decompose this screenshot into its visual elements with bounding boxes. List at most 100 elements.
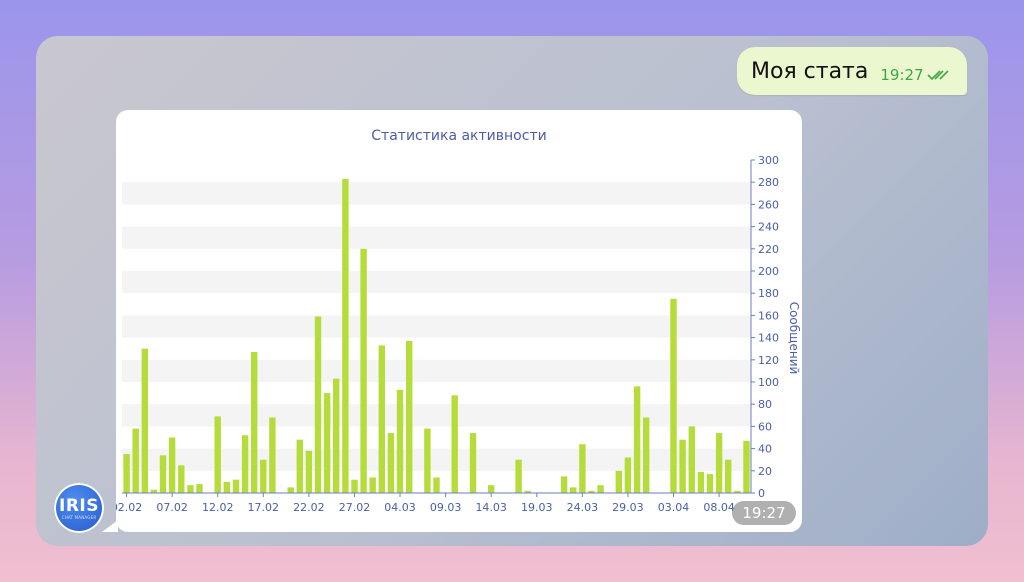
- avatar-logo-text: IRIS: [59, 495, 99, 516]
- message-text: Моя стата: [751, 58, 869, 84]
- bar: [469, 433, 477, 493]
- y-tick-label: 160: [758, 309, 779, 322]
- y-tick-label: 220: [758, 243, 779, 256]
- x-tick-label: 12.02: [202, 501, 234, 514]
- bar: [360, 248, 367, 493]
- bar: [305, 450, 313, 493]
- grid-band: [122, 315, 751, 338]
- chat-window: Моя стата 19:27 0 20 40 60 80 100 120 140 160 180…: [36, 36, 988, 546]
- bar: [387, 433, 395, 493]
- bar: [141, 348, 148, 493]
- y-tick-label: 200: [758, 265, 779, 278]
- bar: [524, 490, 531, 493]
- bar: [406, 340, 413, 493]
- bar: [159, 455, 167, 493]
- bar: [123, 454, 130, 493]
- bar: [396, 389, 404, 493]
- bar: [597, 485, 604, 493]
- bar: [351, 479, 358, 493]
- bar: [232, 479, 240, 493]
- bar: [579, 444, 586, 493]
- bar: [688, 426, 695, 493]
- x-tick-label: 08.04: [703, 501, 735, 514]
- avatar-sub-text: CHAT MANAGER: [61, 514, 97, 520]
- bar: [715, 433, 723, 493]
- bar: [560, 476, 568, 493]
- bar: [670, 298, 677, 494]
- activity-chart: 0 20 40 60 80 100 120 140 160 180 200 220 240 260 280 3…: [116, 128, 801, 514]
- y-tick-label: 240: [758, 221, 779, 234]
- bar: [178, 465, 185, 494]
- grid-band: [122, 404, 751, 427]
- bar: [168, 437, 176, 493]
- bar: [251, 352, 258, 493]
- chart-image-message[interactable]: 0 20 40 60 80 100 120 140 160 180 200 220 240 260 280 3…: [116, 110, 802, 532]
- bar: [378, 345, 385, 493]
- bar: [515, 459, 522, 493]
- bar: [706, 474, 714, 493]
- bar: [615, 470, 622, 493]
- bar: [424, 428, 431, 493]
- bot-avatar[interactable]: IRIS CHAT MANAGER: [54, 483, 104, 533]
- image-time-badge: 19:27: [732, 501, 796, 525]
- y-tick-label: 40: [758, 443, 772, 456]
- x-tick-label: 14.03: [475, 501, 507, 514]
- bar: [369, 477, 376, 493]
- bar: [624, 457, 632, 493]
- grid-band: [122, 359, 751, 382]
- bar: [296, 439, 303, 493]
- x-tick-label: 04.03: [384, 501, 416, 514]
- bar: [570, 487, 577, 493]
- x-tick-label: 09.03: [430, 501, 462, 514]
- y-tick-label: 140: [758, 332, 779, 345]
- x-tick-label: 27.02: [339, 501, 371, 514]
- double-check-icon: [927, 66, 951, 85]
- bar: [488, 485, 495, 493]
- grid-band: [122, 448, 751, 471]
- bar: [743, 440, 750, 493]
- x-tick-label: 02.02: [116, 501, 142, 514]
- y-tick-label: 100: [758, 376, 779, 389]
- bar: [697, 471, 705, 493]
- y-tick-label: 20: [758, 465, 772, 478]
- chart-title: Статистика активности: [371, 128, 546, 144]
- bar: [323, 393, 331, 493]
- bar: [150, 489, 158, 493]
- y-tick-label: 60: [758, 420, 772, 433]
- x-tick-label: 29.03: [612, 501, 644, 514]
- bar: [734, 490, 741, 493]
- y-tick-label: 280: [758, 176, 779, 189]
- x-tick-label: 19.03: [521, 501, 553, 514]
- x-tick-label: 22.02: [293, 501, 325, 514]
- y-tick-label: 120: [758, 354, 779, 367]
- grid-band: [122, 182, 751, 205]
- bar: [187, 485, 194, 493]
- bar: [241, 435, 249, 493]
- bar: [451, 395, 458, 493]
- bar: [333, 378, 340, 493]
- bar: [314, 316, 322, 493]
- bar: [679, 439, 686, 493]
- bar: [260, 459, 267, 493]
- y-tick-label: 300: [758, 154, 779, 167]
- x-tick-label: 24.03: [567, 501, 599, 514]
- y-tick-label: 0: [758, 487, 765, 500]
- x-tick-label: 03.04: [658, 501, 690, 514]
- grid-band: [122, 226, 751, 249]
- bar: [214, 416, 221, 493]
- bar: [725, 459, 732, 493]
- bar: [588, 490, 595, 493]
- bar: [287, 487, 294, 493]
- y-tick-label: 80: [758, 398, 772, 411]
- y-tick-label: 260: [758, 198, 779, 211]
- bar: [633, 386, 641, 493]
- bar: [132, 428, 139, 493]
- message-time: 19:27: [880, 66, 924, 84]
- bar: [223, 481, 230, 493]
- grid-band: [122, 271, 751, 294]
- bar: [342, 178, 349, 493]
- y-tick-label: 180: [758, 287, 779, 300]
- outgoing-message[interactable]: Моя стата 19:27: [737, 47, 967, 95]
- bar: [433, 477, 440, 493]
- bar: [269, 417, 276, 493]
